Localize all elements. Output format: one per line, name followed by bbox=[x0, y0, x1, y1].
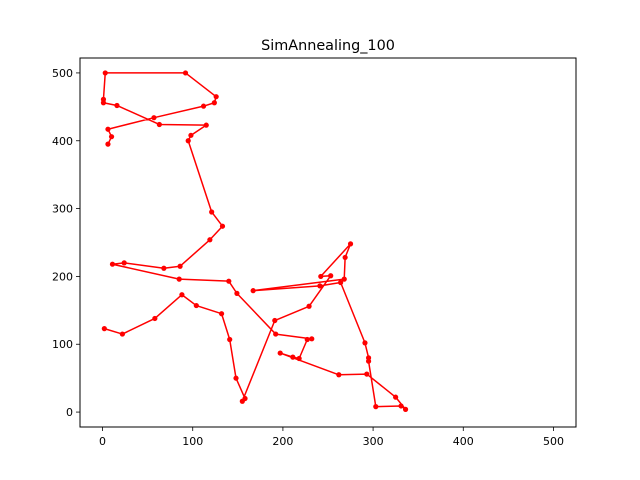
data-point bbox=[100, 96, 107, 102]
y-tick-label: 300 bbox=[52, 203, 73, 216]
data-point bbox=[296, 355, 302, 362]
data-point bbox=[182, 70, 189, 76]
data-point bbox=[347, 241, 354, 247]
data-point bbox=[185, 138, 191, 144]
data-point bbox=[317, 283, 323, 289]
data-point bbox=[105, 126, 111, 132]
data-point bbox=[309, 336, 315, 342]
data-point bbox=[101, 326, 107, 332]
data-point bbox=[176, 276, 182, 282]
data-point bbox=[304, 336, 310, 343]
data-point bbox=[109, 261, 116, 267]
data-point bbox=[272, 317, 278, 324]
data-point bbox=[193, 302, 199, 309]
data-point bbox=[336, 372, 342, 378]
data-point bbox=[226, 278, 232, 284]
x-tick-label: 200 bbox=[272, 435, 293, 448]
y-tick-label: 100 bbox=[52, 338, 73, 351]
axes-frame bbox=[79, 57, 577, 428]
x-tick-label: 100 bbox=[182, 435, 203, 448]
data-point bbox=[318, 273, 324, 280]
data-point bbox=[219, 223, 226, 229]
data-point bbox=[121, 260, 127, 266]
data-point bbox=[338, 279, 344, 286]
data-point bbox=[290, 354, 296, 360]
data-point bbox=[152, 315, 158, 322]
data-point bbox=[364, 371, 370, 377]
series-line bbox=[102, 72, 407, 411]
data-point bbox=[342, 254, 348, 261]
data-point bbox=[207, 237, 213, 243]
data-point bbox=[239, 398, 245, 404]
data-point bbox=[119, 331, 125, 337]
data-point bbox=[156, 121, 162, 128]
y-tick-label: 500 bbox=[52, 67, 73, 80]
data-point bbox=[365, 358, 372, 364]
data-point bbox=[233, 375, 239, 381]
chart-title: SimAnnealing_100 bbox=[261, 38, 395, 54]
y-tick-label: 200 bbox=[52, 270, 73, 283]
data-point bbox=[402, 406, 409, 412]
x-tick-label: 0 bbox=[99, 435, 106, 448]
plot-area bbox=[100, 70, 409, 412]
x-tick-label: 400 bbox=[453, 435, 474, 448]
data-point bbox=[393, 394, 399, 400]
data-point bbox=[273, 331, 279, 337]
data-point bbox=[362, 340, 368, 346]
x-tick-label: 300 bbox=[363, 435, 384, 448]
y-tick-label: 400 bbox=[52, 135, 73, 148]
data-point bbox=[213, 94, 219, 100]
data-point bbox=[341, 276, 347, 282]
data-point bbox=[102, 70, 108, 76]
data-point bbox=[179, 292, 185, 298]
data-point bbox=[151, 115, 157, 121]
data-point bbox=[108, 134, 115, 140]
data-point bbox=[211, 100, 217, 106]
data-point bbox=[328, 273, 334, 279]
data-point bbox=[250, 288, 256, 294]
data-point bbox=[398, 403, 404, 409]
data-point bbox=[161, 265, 167, 271]
y-tick-label: 0 bbox=[66, 406, 73, 419]
x-tick-label: 500 bbox=[543, 435, 564, 448]
data-point bbox=[203, 122, 209, 128]
data-point bbox=[234, 290, 240, 296]
data-point bbox=[200, 103, 207, 109]
x-axis: 0 100 200 300 400 500 bbox=[99, 427, 564, 448]
y-axis: 0 100 200 300 400 500 bbox=[52, 67, 80, 419]
data-point bbox=[209, 209, 215, 215]
data-point bbox=[177, 263, 183, 269]
data-point bbox=[277, 350, 283, 356]
data-point bbox=[114, 102, 120, 109]
data-point bbox=[306, 303, 312, 309]
data-point bbox=[105, 141, 111, 147]
data-point bbox=[218, 311, 225, 317]
data-point bbox=[188, 132, 194, 138]
data-point bbox=[373, 404, 379, 410]
data-point bbox=[227, 336, 233, 343]
